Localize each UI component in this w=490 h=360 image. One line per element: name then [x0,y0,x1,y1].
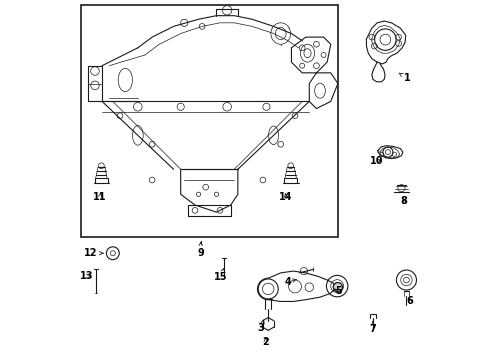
Text: 10: 10 [370,156,383,166]
Text: 8: 8 [400,197,407,206]
Text: 6: 6 [407,296,414,306]
Text: 5: 5 [335,286,342,296]
Text: 1: 1 [399,73,411,83]
Text: 14: 14 [279,192,293,202]
Text: 13: 13 [80,271,94,282]
Circle shape [333,283,343,292]
Text: 12: 12 [84,248,103,258]
Text: 2: 2 [262,337,269,347]
Text: 9: 9 [197,242,204,258]
Text: 11: 11 [93,192,107,202]
Text: 15: 15 [214,269,227,282]
Bar [81,5,338,237]
Text: 7: 7 [369,321,376,334]
Text: 4: 4 [285,277,297,287]
Text: 3: 3 [258,320,265,333]
